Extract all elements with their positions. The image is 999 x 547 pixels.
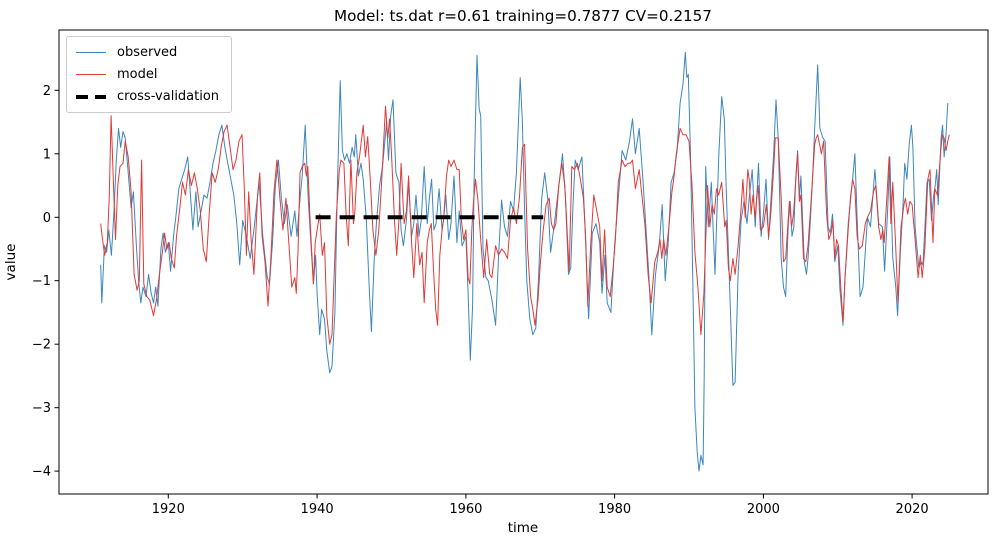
legend-item-model: model [76,66,221,83]
y-axis-label: value [3,244,19,281]
model-line-swatch [76,74,106,75]
legend-item-cross-validation: cross-validation [76,88,221,105]
x-tick-label: 1920 [152,502,185,517]
x-tick-label: 1960 [449,502,482,517]
legend-label: model [117,67,158,82]
series-layer [100,51,950,472]
observed-line [100,51,949,472]
legend-item-observed: observed [76,44,221,61]
x-tick-label: 1980 [598,502,631,517]
legend-label: observed [117,45,178,60]
cross-validation-line-swatch [76,94,106,99]
axis-ticks: 1920 1940 1960 1980 2000 2020 2 1 0 −1 −2 −3 −4 [32,84,929,517]
y-tick-label: 1 [43,147,51,162]
y-tick-label: −4 [32,465,51,480]
legend: observed model cross-validation [66,36,232,113]
y-tick-label: 2 [43,84,51,99]
observed-line-swatch [76,52,106,53]
legend-label: cross-validation [117,89,220,104]
x-axis-label: time [508,520,539,536]
chart-title: Model: ts.dat r=0.61 training=0.7877 CV=… [334,7,712,25]
model-line [100,105,950,345]
x-tick-label: 2020 [896,502,929,517]
y-tick-label: −2 [32,338,51,353]
x-tick-label: 2000 [747,502,780,517]
x-tick-label: 1940 [301,502,334,517]
y-tick-label: 0 [43,211,51,226]
y-tick-label: −1 [32,274,51,289]
y-tick-label: −3 [32,401,51,416]
